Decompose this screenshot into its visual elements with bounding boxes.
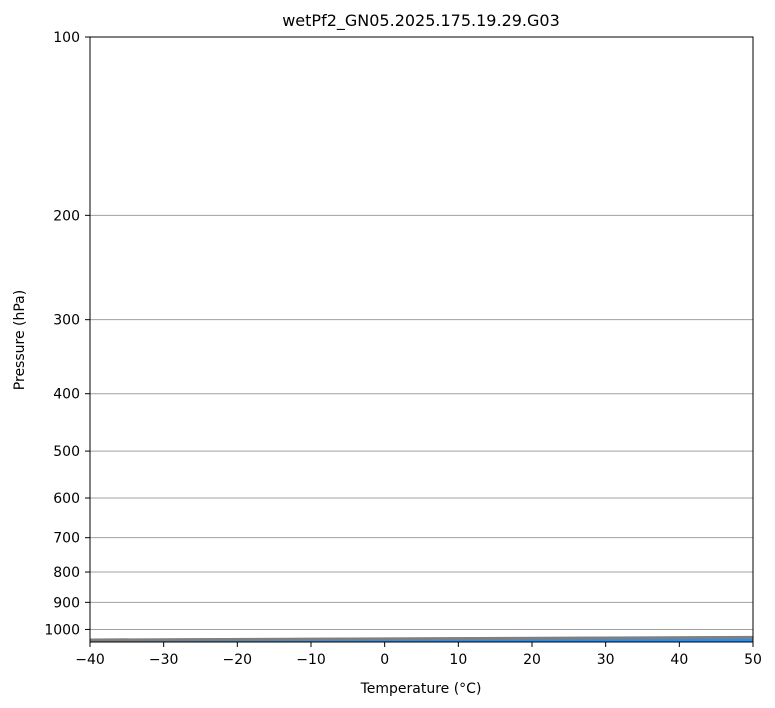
chart-title: wetPf2_GN05.2025.175.19.29.G03 (282, 11, 560, 31)
plot-frame (89, 36, 754, 643)
y-tick-label: 600 (53, 491, 80, 507)
y-axis: 100 200 300 400 500 600 700 800 900 1000 (44, 30, 90, 638)
y-tick-label: 800 (53, 565, 80, 581)
y-tick-label: 500 (53, 444, 80, 460)
y-tick-label: 1000 (44, 622, 80, 638)
y-tick-label: 900 (53, 595, 80, 611)
x-tick-label: −40 (75, 652, 105, 668)
x-tick-label: 10 (449, 652, 467, 668)
x-tick-label: 20 (523, 652, 541, 668)
y-tick-label: 300 (53, 313, 80, 329)
x-axis-title: Temperature (°C) (360, 681, 482, 697)
x-tick-label: 50 (744, 652, 762, 668)
y-tick-label: 200 (53, 208, 80, 224)
x-tick-label: 30 (597, 652, 615, 668)
y-tick-label: 700 (53, 531, 80, 547)
x-tick-label: 0 (380, 652, 389, 668)
y-tick-label: 100 (53, 30, 80, 46)
x-tick-label: 40 (670, 652, 688, 668)
x-axis: −40 −30 −20 −10 0 10 20 30 40 50 (75, 642, 762, 668)
background-lines (90, 37, 753, 642)
x-tick-label: −20 (223, 652, 253, 668)
y-tick-label: 400 (53, 387, 80, 403)
x-tick-label: −30 (149, 652, 179, 668)
x-tick-label: −10 (296, 652, 326, 668)
y-axis-title: Pressure (hPa) (12, 290, 28, 390)
